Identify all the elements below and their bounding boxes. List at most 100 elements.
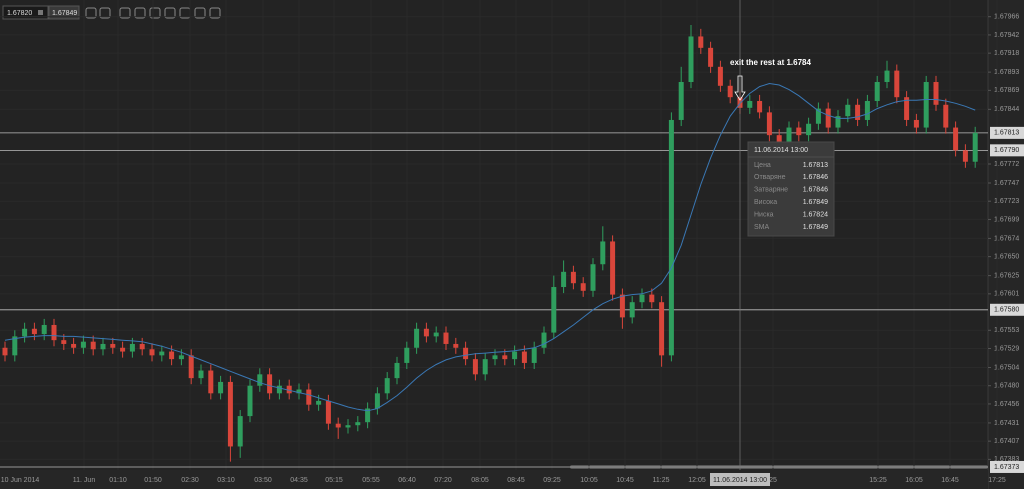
indicator[interactable]	[119, 7, 131, 19]
candle-body	[227, 381, 233, 447]
x-tick-label: 10 Jun 2014	[1, 477, 40, 484]
candle-body	[835, 116, 841, 128]
y-tick-label: 1.67529	[994, 345, 1019, 352]
candle-body	[159, 351, 165, 356]
candle-body	[943, 104, 949, 128]
candle-body	[433, 332, 439, 337]
y-tick-label: 1.67699	[994, 216, 1019, 223]
zoom-in[interactable]	[85, 7, 97, 19]
candle-body	[619, 294, 625, 318]
candle-body	[472, 359, 478, 375]
candle-body	[482, 359, 488, 375]
candle-body	[404, 347, 410, 363]
y-tick-label: 1.67456	[994, 401, 1019, 408]
candle-body	[502, 355, 508, 360]
x-tick-label: 10:05	[580, 477, 598, 484]
candle-body	[717, 66, 723, 86]
candle-body	[629, 302, 635, 318]
tooltip-row-label: SMA	[754, 224, 770, 231]
candle-body	[453, 343, 459, 348]
candle-body	[365, 408, 371, 423]
candle-body	[786, 127, 792, 143]
candle-body	[796, 127, 802, 136]
x-tick-label: 03:10	[217, 477, 235, 484]
y-tick-label: 1.67504	[994, 364, 1019, 371]
tooltip-row-label: Висока	[754, 199, 777, 206]
y-tick-label: 1.67407	[994, 438, 1019, 445]
level-label-box	[990, 303, 1024, 316]
candle-body	[825, 108, 831, 128]
candle-body	[806, 123, 812, 136]
candle-body	[394, 362, 400, 379]
candle-body	[423, 328, 429, 337]
candle-body	[580, 283, 586, 291]
level-label: 1.67580	[994, 307, 1019, 314]
y-tick-label: 1.67869	[994, 87, 1019, 94]
annotation: exit the rest at 1.6784	[730, 58, 811, 67]
bid-price: 1.67820	[7, 10, 32, 17]
fullscreen[interactable]	[209, 7, 221, 19]
candle-body	[22, 328, 28, 337]
x-tick-label: 17:25	[988, 477, 1006, 484]
candle-body	[51, 324, 57, 341]
candle-body	[198, 370, 204, 379]
tooltip-row-value: 1.67846	[803, 187, 828, 194]
level-label: 1.67790	[994, 147, 1019, 154]
candle-body	[688, 36, 694, 83]
candle-body	[962, 150, 968, 162]
tooltip-row-value: 1.67846	[803, 174, 828, 181]
candle-body	[521, 351, 527, 363]
candle-body	[2, 347, 8, 356]
candle-body	[149, 349, 155, 356]
candle-body	[923, 82, 929, 128]
y-tick-label: 1.67942	[994, 32, 1019, 39]
candles	[2, 25, 978, 462]
y-tick-label: 1.67674	[994, 235, 1019, 242]
candle-body	[247, 385, 253, 417]
candle-body	[286, 385, 292, 394]
candle-body	[12, 336, 18, 356]
levels: 1.67813 1.67790 1.67580 1.67373	[0, 126, 1024, 473]
x-tick-label: 09:25	[543, 477, 561, 484]
candle-body	[218, 381, 224, 394]
zoom-out[interactable]	[99, 7, 111, 19]
x-tick-label: 11:25	[653, 477, 670, 484]
candle-body	[668, 119, 674, 356]
draw-tool[interactable]	[134, 7, 146, 19]
candle-body	[512, 351, 518, 360]
sma-line	[4, 82, 976, 412]
y-tick-label: 1.67625	[994, 272, 1019, 279]
y-tick-label: 1.67747	[994, 180, 1019, 187]
candle-body	[757, 100, 763, 113]
candle-body	[727, 85, 733, 98]
candle-body	[541, 332, 547, 348]
bid-box	[2, 5, 49, 20]
annotation-arrow	[734, 75, 746, 101]
y-tick-label: 1.67383	[994, 456, 1019, 463]
layout[interactable]	[164, 7, 176, 19]
x-tick-label: 08:45	[507, 477, 525, 484]
candle-body	[257, 374, 263, 386]
candle-body	[698, 36, 704, 48]
candle-body	[551, 287, 557, 333]
x-tick-label: 25	[769, 477, 777, 484]
y-tick-label: 1.67893	[994, 69, 1019, 76]
candle-body	[139, 343, 145, 350]
settings[interactable]	[149, 7, 161, 19]
crosshair-label: 11.06.2014 13:00	[713, 477, 767, 484]
candle-body	[639, 294, 645, 303]
level-label-box	[990, 460, 1024, 473]
tooltip-row-label: Цена	[754, 162, 771, 169]
candle-body	[41, 324, 47, 335]
candle-body	[178, 355, 184, 360]
candle-body	[71, 343, 77, 348]
print[interactable]	[194, 7, 206, 19]
y-tick-label: 1.67601	[994, 291, 1019, 298]
candle-body	[610, 241, 616, 295]
x-tick-label: 02:30	[181, 477, 199, 484]
level-label: 1.67373	[994, 464, 1019, 471]
candle-body	[355, 422, 361, 426]
swap-icon[interactable]	[38, 10, 43, 15]
x-tick-label: 01:10	[109, 477, 127, 484]
candle-body	[267, 374, 273, 394]
